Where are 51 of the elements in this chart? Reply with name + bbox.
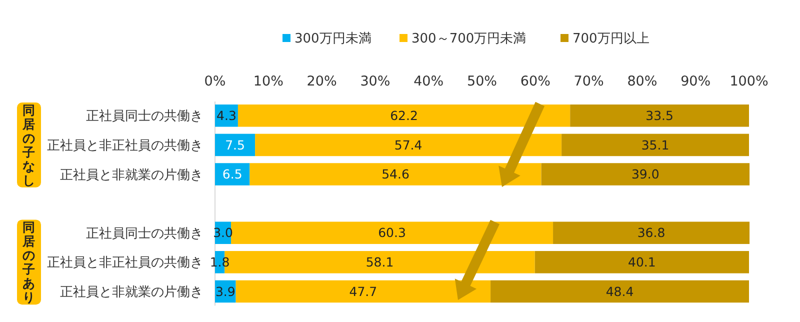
x-tick-label: 80% — [627, 74, 658, 90]
data-label: 54.6 — [382, 166, 410, 182]
bar — [215, 134, 256, 156]
y-tick-label: 正社員同士の共働き — [86, 109, 203, 124]
data-label: 6.5 — [222, 166, 242, 182]
bar — [238, 104, 570, 127]
data-label: 58.1 — [366, 254, 394, 270]
data-label: 36.8 — [637, 225, 666, 240]
x-tick-label: 50% — [466, 74, 498, 90]
bar — [553, 222, 750, 244]
data-label: 4.3 — [216, 108, 236, 124]
bar — [562, 134, 749, 156]
data-label: 62.2 — [390, 108, 418, 124]
bar — [534, 251, 749, 274]
data-label: 7.5 — [225, 137, 245, 152]
bar — [236, 280, 491, 303]
x-tick-label: 100% — [730, 74, 768, 90]
y-tick-label: 正社員と非就業の片働き — [60, 285, 203, 300]
x-tick-label: 20% — [306, 74, 337, 90]
bar — [215, 163, 250, 186]
data-label: 48.4 — [606, 284, 634, 299]
text: 同居の子なし — [22, 102, 36, 188]
data-label: 40.1 — [628, 254, 656, 270]
bar — [541, 163, 750, 186]
bar — [231, 222, 554, 244]
x-tick-label: 40% — [414, 74, 444, 90]
legend-label: 700万円以上 — [572, 32, 650, 47]
x-tick-label: 70% — [574, 74, 604, 90]
y-tick-label: 正社員と非就業の片働き — [60, 168, 203, 183]
y-tick-label: 正社員と非正社員の共働き — [47, 256, 203, 271]
text: 同居の子あり — [22, 220, 36, 305]
data-label: 39.0 — [631, 166, 660, 182]
data-label: 33.5 — [646, 108, 674, 124]
data-label: 47.7 — [349, 284, 378, 299]
bar — [570, 104, 749, 127]
data-label: 35.1 — [641, 137, 670, 152]
y-tick-label: 正社員と非正社員の共働き — [47, 138, 203, 154]
legend-label: 300万円未満 — [294, 32, 372, 47]
data-label: 57.4 — [394, 137, 422, 152]
data-label: 60.3 — [378, 225, 406, 240]
x-tick-label: 60% — [520, 74, 551, 90]
y-tick-label: 正社員同士の共働き — [86, 226, 203, 242]
legend-label: 300～700万円未満 — [412, 32, 526, 47]
x-tick-label: 0% — [204, 74, 226, 90]
data-label: 3.9 — [215, 284, 236, 299]
x-tick-label: 10% — [253, 74, 284, 90]
x-tick-label: 90% — [680, 74, 711, 90]
x-tick-label: 30% — [360, 74, 390, 90]
bar — [250, 163, 542, 186]
bar — [255, 134, 562, 156]
bar — [490, 280, 749, 303]
